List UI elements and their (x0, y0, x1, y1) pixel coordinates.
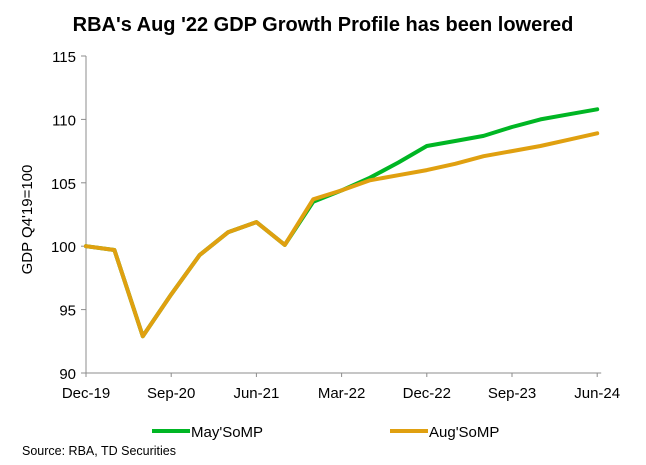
y-tick-label: 115 (52, 49, 76, 66)
x-tick-label: Sep-20 (147, 385, 195, 402)
y-tick-label: 105 (51, 176, 76, 193)
y-tick-label: 100 (51, 239, 76, 256)
x-tick-label: Jun-24 (574, 385, 620, 402)
x-tick-label: Sep-23 (488, 385, 536, 402)
series-line-1 (84, 131, 600, 339)
y-tick-label: 90 (59, 366, 76, 383)
x-tick-label: Jun-21 (233, 385, 279, 402)
source-note: Source: RBA, TD Securities (22, 444, 176, 458)
legend: May'SoMP Aug'SoMP (152, 424, 499, 441)
x-tick-label: Mar-22 (318, 385, 366, 402)
axes: 90 95 100 105 110 115 Dec-19 Sep-20 Jun-21 Mar-22… (19, 49, 620, 402)
legend-label: May'SoMP (191, 424, 263, 441)
y-tick-label: 95 (59, 303, 76, 320)
y-tick-label: 110 (52, 112, 76, 129)
x-tick-label: Dec-19 (62, 385, 110, 402)
x-tick-label: Dec-22 (403, 385, 451, 402)
series-lines (84, 107, 600, 339)
legend-label: Aug'SoMP (429, 424, 499, 441)
chart-title: RBA's Aug '22 GDP Growth Profile has bee… (72, 14, 574, 36)
series-line-0 (84, 107, 600, 339)
y-axis-title: GDP Q4'19=100 (19, 165, 36, 275)
